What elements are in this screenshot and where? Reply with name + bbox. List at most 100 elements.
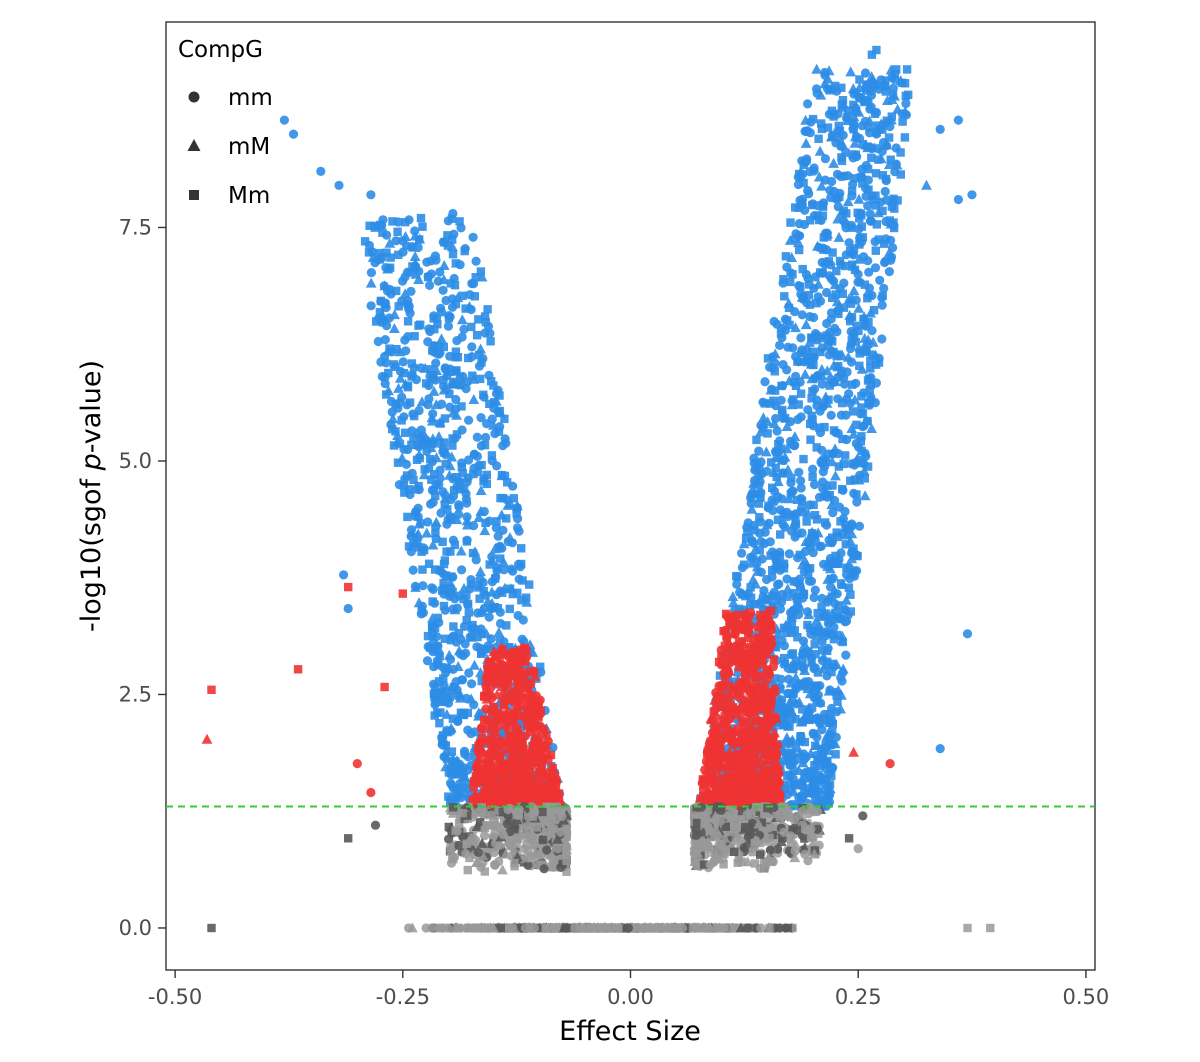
data-point bbox=[436, 307, 447, 317]
data-point bbox=[873, 207, 884, 218]
data-point bbox=[486, 738, 495, 748]
data-point bbox=[492, 517, 501, 526]
data-point bbox=[430, 470, 439, 479]
data-point bbox=[759, 687, 769, 696]
data-point bbox=[726, 752, 736, 761]
data-point bbox=[384, 237, 396, 248]
data-point bbox=[431, 534, 441, 544]
data-point bbox=[450, 594, 460, 604]
data-point bbox=[837, 663, 849, 674]
data-point bbox=[822, 561, 834, 571]
data-point bbox=[472, 432, 482, 442]
data-point bbox=[518, 576, 527, 585]
data-point bbox=[772, 787, 781, 797]
data-point bbox=[818, 646, 827, 655]
data-point bbox=[815, 423, 824, 432]
data-point bbox=[365, 277, 377, 288]
data-point bbox=[807, 767, 816, 776]
data-point bbox=[505, 784, 514, 793]
data-point bbox=[744, 756, 753, 765]
data-point bbox=[422, 446, 432, 456]
data-point bbox=[794, 357, 804, 367]
data-point bbox=[849, 394, 861, 405]
data-point bbox=[786, 490, 795, 499]
data-point bbox=[433, 276, 443, 286]
data-point bbox=[744, 746, 755, 756]
data-point bbox=[796, 483, 806, 493]
data-point bbox=[815, 719, 825, 729]
data-point bbox=[498, 525, 508, 535]
data-point bbox=[843, 112, 852, 121]
data-point bbox=[461, 783, 471, 793]
data-point bbox=[798, 682, 808, 691]
data-point bbox=[440, 605, 450, 615]
data-point bbox=[491, 574, 500, 583]
data-point bbox=[817, 637, 827, 647]
data-point bbox=[846, 476, 855, 485]
data-point bbox=[818, 202, 828, 211]
data-point bbox=[872, 220, 881, 229]
data-point bbox=[810, 761, 819, 770]
data-point bbox=[904, 90, 913, 99]
data-point bbox=[486, 706, 496, 716]
data-point bbox=[464, 415, 474, 425]
data-point bbox=[403, 445, 413, 455]
data-point bbox=[814, 492, 825, 502]
data-point bbox=[793, 696, 805, 707]
data-point bbox=[562, 856, 571, 866]
data-point bbox=[809, 166, 819, 176]
data-point bbox=[478, 353, 488, 364]
data-point bbox=[821, 518, 830, 527]
data-point bbox=[433, 431, 445, 441]
data-point bbox=[439, 674, 448, 683]
data-point bbox=[413, 597, 425, 608]
data-point bbox=[497, 864, 508, 875]
data-point bbox=[811, 650, 820, 659]
data-point bbox=[796, 503, 807, 513]
data-point bbox=[521, 657, 530, 666]
data-point bbox=[769, 348, 781, 359]
data-point bbox=[443, 321, 453, 331]
data-point bbox=[846, 299, 856, 308]
data-point bbox=[780, 413, 790, 423]
data-point bbox=[463, 865, 472, 875]
data-point bbox=[493, 722, 503, 732]
data-point bbox=[707, 728, 718, 738]
data-point bbox=[727, 736, 736, 746]
data-point bbox=[765, 537, 775, 547]
data-point bbox=[839, 459, 848, 469]
data-point bbox=[803, 714, 814, 725]
data-point bbox=[850, 566, 860, 576]
data-point bbox=[706, 752, 716, 761]
data-point bbox=[526, 851, 536, 861]
data-point bbox=[806, 117, 816, 127]
data-point bbox=[879, 283, 889, 293]
data-point bbox=[736, 618, 748, 629]
data-point bbox=[818, 477, 828, 487]
data-point bbox=[826, 615, 836, 624]
data-point bbox=[481, 432, 491, 443]
data-point bbox=[819, 245, 828, 254]
data-point bbox=[767, 696, 776, 705]
data-point bbox=[809, 479, 820, 490]
data-point bbox=[841, 529, 853, 540]
data-point bbox=[497, 793, 508, 803]
data-point bbox=[380, 300, 390, 309]
data-point bbox=[796, 333, 806, 343]
data-point bbox=[832, 691, 841, 700]
data-point bbox=[812, 527, 824, 538]
data-point bbox=[777, 333, 787, 343]
data-point bbox=[460, 639, 470, 649]
data-point bbox=[810, 511, 820, 520]
data-point bbox=[823, 123, 833, 132]
data-point bbox=[749, 707, 758, 717]
data-point bbox=[392, 345, 401, 354]
data-point bbox=[841, 148, 850, 157]
data-point bbox=[375, 308, 385, 317]
data-point bbox=[871, 246, 880, 255]
data-point bbox=[814, 796, 823, 805]
data-point bbox=[503, 478, 512, 487]
data-point bbox=[415, 453, 424, 463]
data-point bbox=[725, 727, 734, 737]
data-point bbox=[731, 641, 741, 651]
